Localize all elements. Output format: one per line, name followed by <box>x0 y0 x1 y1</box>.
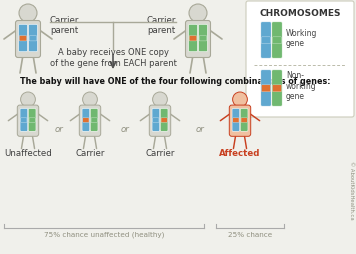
Text: or: or <box>54 125 63 135</box>
FancyBboxPatch shape <box>91 118 97 122</box>
Text: A baby receives ONE copy
of the gene from EACH parent: A baby receives ONE copy of the gene fro… <box>49 48 177 68</box>
FancyBboxPatch shape <box>240 108 248 131</box>
FancyBboxPatch shape <box>149 105 171 136</box>
Text: Working
gene: Working gene <box>286 29 318 48</box>
Circle shape <box>232 92 247 107</box>
Text: or: or <box>196 125 204 135</box>
FancyBboxPatch shape <box>28 108 36 131</box>
FancyBboxPatch shape <box>246 1 354 117</box>
FancyBboxPatch shape <box>189 24 198 52</box>
FancyBboxPatch shape <box>17 105 39 136</box>
FancyBboxPatch shape <box>28 24 37 52</box>
Text: CHROMOSOMES: CHROMOSOMES <box>259 8 341 18</box>
Circle shape <box>189 4 207 22</box>
Text: Carrier: Carrier <box>145 149 175 158</box>
Text: Carrier
parent: Carrier parent <box>147 16 176 35</box>
FancyBboxPatch shape <box>79 105 101 136</box>
FancyBboxPatch shape <box>273 85 281 92</box>
FancyBboxPatch shape <box>199 36 206 41</box>
FancyBboxPatch shape <box>19 24 27 52</box>
FancyBboxPatch shape <box>229 105 251 136</box>
FancyBboxPatch shape <box>153 118 159 122</box>
Text: © AboutKidsHealth.ca: © AboutKidsHealth.ca <box>350 161 355 219</box>
FancyBboxPatch shape <box>90 108 98 131</box>
FancyBboxPatch shape <box>161 118 167 122</box>
Text: 75% chance unaffected (healthy): 75% chance unaffected (healthy) <box>44 232 164 238</box>
FancyBboxPatch shape <box>189 36 197 41</box>
Text: 25% chance: 25% chance <box>228 232 272 238</box>
FancyBboxPatch shape <box>16 21 41 57</box>
FancyBboxPatch shape <box>272 70 282 106</box>
FancyBboxPatch shape <box>199 24 208 52</box>
FancyBboxPatch shape <box>21 118 27 122</box>
Text: Carrier: Carrier <box>75 149 105 158</box>
Text: Non-
working
gene: Non- working gene <box>286 71 316 101</box>
FancyBboxPatch shape <box>273 37 281 44</box>
Text: Affected: Affected <box>219 149 261 158</box>
Circle shape <box>19 4 37 22</box>
Text: Unaffected: Unaffected <box>4 149 52 158</box>
FancyBboxPatch shape <box>20 108 28 131</box>
Text: Carrier
parent: Carrier parent <box>50 16 79 35</box>
Text: or: or <box>121 125 129 135</box>
FancyBboxPatch shape <box>160 108 168 131</box>
FancyBboxPatch shape <box>82 108 90 131</box>
Circle shape <box>83 92 98 107</box>
FancyBboxPatch shape <box>261 22 271 58</box>
Circle shape <box>153 92 167 107</box>
FancyBboxPatch shape <box>83 118 89 122</box>
FancyBboxPatch shape <box>261 70 271 106</box>
FancyBboxPatch shape <box>185 21 210 57</box>
FancyBboxPatch shape <box>29 36 37 41</box>
FancyBboxPatch shape <box>19 36 27 41</box>
FancyBboxPatch shape <box>262 37 271 44</box>
FancyBboxPatch shape <box>241 118 247 122</box>
FancyBboxPatch shape <box>233 118 239 122</box>
FancyBboxPatch shape <box>152 108 160 131</box>
Circle shape <box>21 92 35 107</box>
FancyBboxPatch shape <box>262 85 271 92</box>
FancyBboxPatch shape <box>232 108 240 131</box>
Text: The baby will have ONE of the four following combinations of genes:: The baby will have ONE of the four follo… <box>20 77 330 87</box>
FancyBboxPatch shape <box>29 118 35 122</box>
FancyBboxPatch shape <box>272 22 282 58</box>
